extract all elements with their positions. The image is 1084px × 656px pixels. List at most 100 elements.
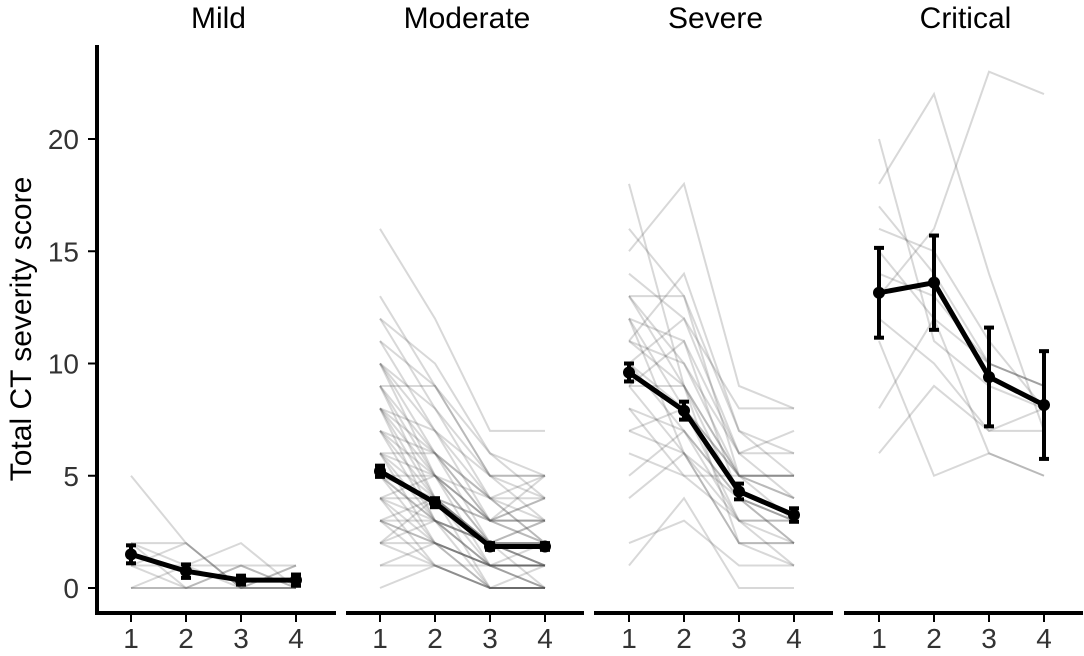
individual-line <box>379 340 546 545</box>
x-tick-label: 2 <box>926 623 942 654</box>
y-axis: 0 5 10 15 20 <box>48 45 99 615</box>
individual-line <box>628 339 794 455</box>
individual-line <box>628 228 795 455</box>
individual-line <box>379 475 546 567</box>
individual-line <box>379 497 545 567</box>
individual-line <box>379 407 546 567</box>
mean-line <box>878 280 1046 408</box>
individual-line <box>379 497 546 522</box>
individual-line <box>130 542 296 567</box>
mean-point <box>290 574 302 587</box>
individual-line <box>628 452 794 477</box>
individual-line <box>379 430 546 522</box>
individual-line <box>379 362 546 544</box>
y-axis-label: Total CT severity score <box>5 177 38 482</box>
x-tick-label: 1 <box>372 623 388 654</box>
x-tick-label: 4 <box>537 623 553 654</box>
individual-line <box>878 384 1045 454</box>
panel-title: Severe <box>668 2 763 35</box>
individual-line <box>379 452 545 589</box>
individual-line <box>379 519 545 545</box>
mean-point <box>374 465 386 478</box>
panel-moderate: Moderate 1 2 3 4 <box>346 2 584 654</box>
individual-line <box>628 272 794 410</box>
panel-title: Moderate <box>404 2 531 35</box>
individual-line <box>878 205 1045 387</box>
individual-line <box>379 542 545 589</box>
individual-line <box>379 429 545 500</box>
individual-line <box>878 340 1045 478</box>
y-tick-label: 0 <box>63 573 79 604</box>
individual-line <box>628 451 795 567</box>
y-tick-label: 20 <box>48 124 79 155</box>
individual-line <box>130 564 296 589</box>
mean-point <box>928 276 940 289</box>
individual-line <box>628 496 794 589</box>
x-tick-label: 2 <box>178 623 194 654</box>
individual-line <box>379 564 545 589</box>
panel-critical: Critical 1 2 3 4 <box>844 2 1083 654</box>
individual-line <box>379 295 545 477</box>
individual-line <box>379 407 546 522</box>
individual-line <box>878 227 1045 410</box>
individual-line <box>380 474 546 544</box>
x-tick-label: 4 <box>786 623 802 654</box>
x-tick-label: 2 <box>676 623 692 654</box>
individual-line <box>379 519 545 589</box>
x-tick-label: 2 <box>427 623 443 654</box>
individual-line <box>379 340 546 477</box>
x-tick-label: 1 <box>123 623 139 654</box>
individual-line <box>628 295 795 499</box>
y-tick-label: 15 <box>48 236 79 267</box>
x-tick-label: 1 <box>621 623 637 654</box>
mean-point <box>180 565 192 578</box>
individual-line <box>628 318 794 522</box>
individual-line <box>628 407 795 522</box>
mean-point <box>125 548 137 561</box>
individual-line <box>878 138 1045 410</box>
individual-line <box>878 91 1045 432</box>
y-tick-label: 10 <box>48 349 79 380</box>
mean-line <box>627 370 795 518</box>
individual-line <box>379 407 545 567</box>
panel-mild: Mild 1 2 3 4 <box>97 2 336 654</box>
mean-point <box>484 540 496 553</box>
individual-line <box>878 70 1045 297</box>
panel-title: Mild <box>191 2 246 35</box>
individual-line <box>379 452 546 545</box>
individual-line <box>379 519 546 589</box>
individual-line <box>379 318 546 500</box>
individual-line <box>628 429 794 545</box>
individual-line <box>380 384 546 522</box>
individual-line <box>628 183 795 522</box>
individual-line <box>629 295 794 477</box>
mean-point <box>1038 399 1050 412</box>
individual-line <box>628 407 795 500</box>
mean-point <box>873 286 885 299</box>
mean-point <box>983 370 995 383</box>
individual-line <box>379 430 545 545</box>
individual-line <box>379 362 546 500</box>
individual-line <box>628 181 795 410</box>
individual-line <box>628 362 794 477</box>
individual-line <box>380 497 545 522</box>
individual-line <box>379 385 545 522</box>
individual-line <box>379 496 546 545</box>
individual-line <box>628 271 795 477</box>
individual-line <box>379 363 545 567</box>
individual-line <box>380 452 545 522</box>
individual-line <box>131 542 296 589</box>
individual-line <box>628 385 795 567</box>
individual-line <box>130 475 296 589</box>
mean-point <box>429 496 441 509</box>
individual-line <box>628 340 794 477</box>
individual-line <box>379 385 545 589</box>
individual-line <box>379 452 546 545</box>
individual-line <box>628 429 795 522</box>
individual-line <box>878 317 1044 432</box>
individual-line <box>379 519 545 567</box>
mean-point <box>678 404 690 417</box>
individual-line <box>379 474 546 589</box>
individual-line <box>379 497 545 589</box>
